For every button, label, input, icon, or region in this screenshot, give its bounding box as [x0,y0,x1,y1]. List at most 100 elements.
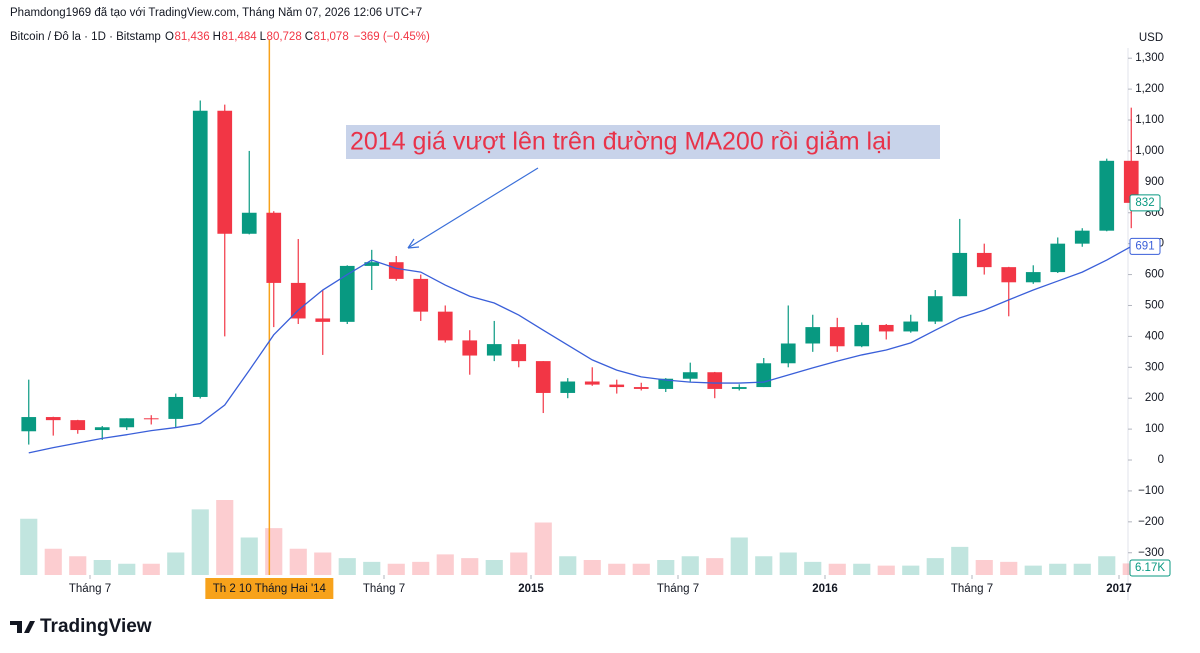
annotation-arrow [407,167,539,249]
candle-body [560,381,576,393]
volume-bar [461,558,479,575]
price-tag [1129,194,1161,212]
volume-bar [412,561,430,575]
volume-bar [853,563,871,575]
volume-bar [681,556,699,575]
logo: TradingView [40,616,152,637]
volume-bar [1049,563,1067,575]
volume-bar [191,509,209,575]
volume-bar [216,500,234,575]
ohlc-value: 81,436 [174,31,209,43]
candle-body [217,110,233,234]
volume-bar [485,560,503,575]
volume-bar [779,552,797,575]
candle-body [707,372,723,389]
candle-body [682,372,698,379]
candle-body [805,327,821,344]
candle-body [658,378,674,389]
volume-bar [265,528,283,575]
volume-bar [583,560,601,575]
candle-body [511,344,527,362]
candle-body [780,343,796,364]
price-tag-label: 832 [1135,197,1154,209]
volume-bar [20,518,38,575]
annotation: 2014 giá vượt lên trên đường MA200 rồi g… [350,128,892,156]
y-tick-label: 1,100 [1135,114,1164,126]
candle-body [731,387,747,389]
ma-line [28,245,1132,454]
candle-body [437,311,453,341]
volume-bar [69,556,87,575]
volume-bar [44,548,62,575]
candle-body [413,278,429,312]
volume-bar [706,558,724,575]
candle-body [21,417,37,432]
y-tick-label: 500 [1145,300,1164,312]
volume-bar [877,565,895,575]
x-tick-label: 2017 [1106,583,1132,595]
candle-body [952,252,968,297]
annotation-bg [346,125,940,159]
volume-bar [534,522,552,575]
candle-body [94,427,110,431]
y-tick-label: 300 [1145,361,1164,373]
candle-body [829,327,845,347]
volume-bar [387,563,405,575]
y-tick-label: 1,000 [1135,145,1164,157]
candle-body [315,318,331,322]
ohlc-key: H [213,31,221,43]
credit: Phamdong1969 đã tạo với TradingView.com,… [10,7,422,19]
ohlc-key: L [260,31,267,43]
volume-bar [804,561,822,575]
ohlc-value: 80,728 [267,31,302,43]
volume-bar [314,552,332,575]
y-tick-label: 400 [1145,330,1164,342]
candle-body [584,381,600,385]
change: −369 (−0.45%) [354,31,430,43]
volume-bar [951,546,969,575]
candle-body [143,418,159,420]
y-tick-label: −100 [1138,485,1164,497]
volume-bar [1073,563,1091,575]
candle-body [45,417,61,421]
candle-body [462,340,478,356]
arrow-head [407,238,420,249]
volume-bar [118,563,136,575]
candle-body [633,387,649,389]
y-tick-label: −300 [1138,547,1164,559]
volume-bar [632,563,650,575]
x-tick-label: Tháng 7 [69,583,111,595]
volume-bar [289,548,307,575]
volume-tag [1129,559,1171,577]
candle-body [119,418,135,428]
ma-tag-label: 691 [1135,240,1154,252]
volume-bar [93,560,111,575]
candle-body [70,420,86,431]
candle-body [192,110,208,397]
candle-body [878,324,894,332]
x-tick-label: 2015 [518,583,544,595]
ma-tag [1129,237,1161,255]
candle-body [609,384,625,388]
y-tick-label: 900 [1145,176,1164,188]
x-tick-label: 2016 [812,583,838,595]
ohlc-value: 81,078 [314,31,349,43]
volume-bar [1000,561,1018,575]
candle-body [976,252,992,268]
crosshair-label: Th 2 10 Tháng Hai '14 [213,583,327,595]
candle-body [168,396,184,419]
x-tick-label: Tháng 7 [657,583,699,595]
ohlc-value: 81,484 [221,31,257,43]
candle-body [266,212,282,283]
candle-body [1001,267,1017,283]
x-tick-label: Tháng 7 [951,583,993,595]
candle-body [290,282,306,319]
candle-body [1050,243,1066,273]
candle-body [1025,272,1041,283]
volume-bar [142,563,160,575]
volume-bar [510,552,528,575]
volume-bar [657,560,675,575]
ohlc-key: O [165,31,174,43]
candle-body [241,212,257,234]
